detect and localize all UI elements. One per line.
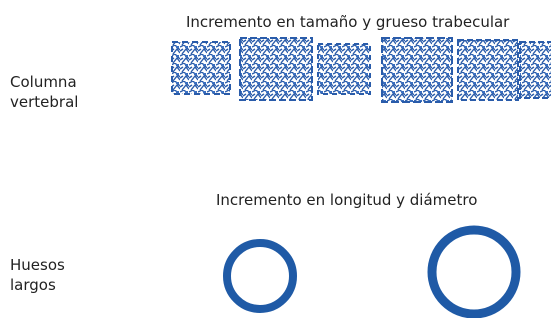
vertebrae <box>172 38 551 102</box>
diagram: Incremento en tamaño y grueso trabecular… <box>0 0 551 318</box>
bone-ring-large <box>432 230 516 314</box>
bones-label: Huesos largos <box>10 255 90 295</box>
spine-label: Columna vertebral <box>10 72 90 112</box>
bone-ring-small <box>227 243 293 309</box>
spine-heading: Incremento en tamaño y grueso trabecular <box>186 12 509 32</box>
bones-heading: Incremento en longitud y diámetro <box>216 190 477 210</box>
